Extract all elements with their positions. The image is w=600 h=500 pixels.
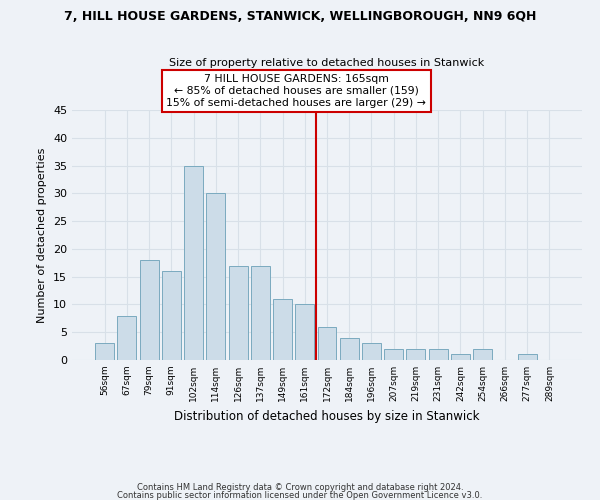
Bar [340, 338, 359, 360]
Bar [162, 271, 181, 360]
Bar [206, 194, 225, 360]
Bar [451, 354, 470, 360]
Text: 7 HILL HOUSE GARDENS: 165sqm
← 85% of detached houses are smaller (159)
15% of s: 7 HILL HOUSE GARDENS: 165sqm ← 85% of de… [166, 74, 427, 108]
Text: Contains HM Land Registry data © Crown copyright and database right 2024.: Contains HM Land Registry data © Crown c… [137, 483, 463, 492]
Text: 7, HILL HOUSE GARDENS, STANWICK, WELLINGBOROUGH, NN9 6QH: 7, HILL HOUSE GARDENS, STANWICK, WELLING… [64, 10, 536, 23]
Bar [384, 349, 403, 360]
X-axis label: Distribution of detached houses by size in Stanwick: Distribution of detached houses by size … [174, 410, 480, 422]
Bar [406, 349, 425, 360]
Text: Contains public sector information licensed under the Open Government Licence v3: Contains public sector information licen… [118, 492, 482, 500]
Title: Size of property relative to detached houses in Stanwick: Size of property relative to detached ho… [169, 58, 485, 68]
Bar [317, 326, 337, 360]
Y-axis label: Number of detached properties: Number of detached properties [37, 148, 47, 322]
Bar [273, 299, 292, 360]
Bar [229, 266, 248, 360]
Bar [251, 266, 270, 360]
Bar [118, 316, 136, 360]
Bar [140, 260, 158, 360]
Bar [295, 304, 314, 360]
Bar [518, 354, 536, 360]
Bar [95, 344, 114, 360]
Bar [184, 166, 203, 360]
Bar [362, 344, 381, 360]
Bar [473, 349, 492, 360]
Bar [429, 349, 448, 360]
